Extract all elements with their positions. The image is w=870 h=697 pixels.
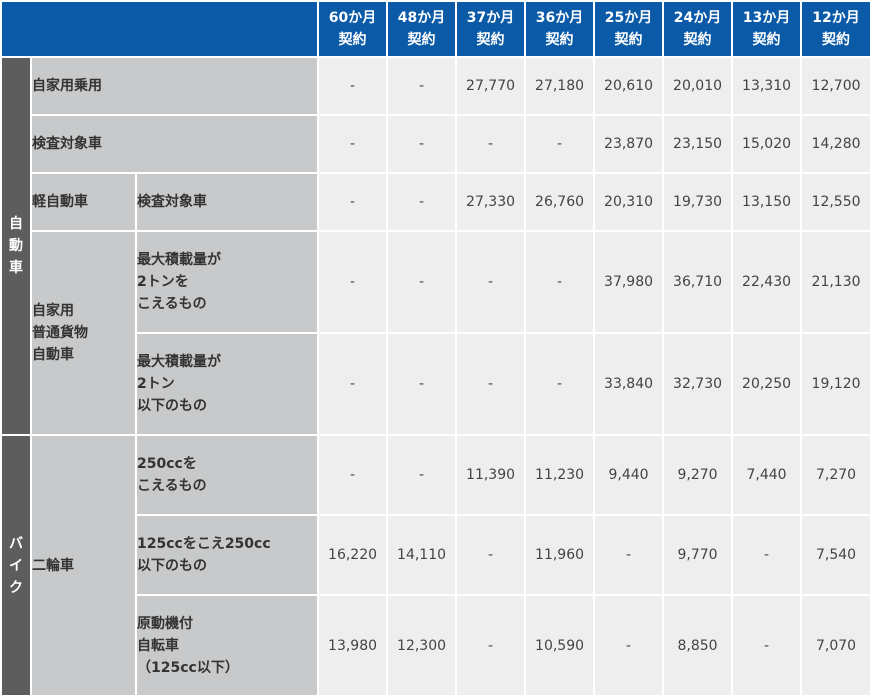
rate-cell: 16,220 [317, 514, 389, 596]
table-row: 最大積載量が 2トン 以下のもの - - - - 33,840 32,730 20,… [1, 332, 870, 436]
rate-cell: 12,300 [386, 594, 458, 697]
row-label: 自家用乗用 [29, 56, 320, 116]
column-header: 24か月 契約 [662, 0, 734, 58]
table-row: 検査対象車 - - - - 23,870 23,150 15,020 14,28… [1, 114, 870, 174]
row-label: 検査対象車 [29, 114, 320, 174]
rate-cell: 19,120 [800, 332, 870, 436]
rate-cell: 19,730 [662, 172, 734, 232]
row-label: 250ccを こえるもの [134, 434, 320, 516]
rate-cell: 11,960 [524, 514, 596, 596]
column-header: 36か月 契約 [524, 0, 596, 58]
rate-cell: 15,020 [731, 114, 803, 174]
header-corner [0, 0, 320, 58]
column-header: 37か月 契約 [455, 0, 527, 58]
rate-cell: 14,110 [386, 514, 458, 596]
row-label: 最大積載量が 2トン 以下のもの [134, 332, 320, 436]
rate-cell: - [317, 114, 389, 174]
row-label: 原動機付 自転車 （125cc以下） [134, 594, 320, 697]
rate-cell: - [455, 114, 527, 174]
rate-cell: 27,330 [455, 172, 527, 232]
rate-cell: 7,440 [731, 434, 803, 516]
rate-cell: 20,250 [731, 332, 803, 436]
rate-cell: 10,590 [524, 594, 596, 697]
rate-cell: 20,310 [593, 172, 665, 232]
rate-cell: - [386, 114, 458, 174]
rate-cell: - [593, 594, 665, 697]
rate-cell: 20,610 [593, 56, 665, 116]
rate-cell: 9,770 [662, 514, 734, 596]
rate-cell: 14,280 [800, 114, 870, 174]
rate-cell: - [455, 230, 527, 334]
rate-cell: - [386, 332, 458, 436]
rate-cell: - [386, 230, 458, 334]
category-label: 二輪車 [30, 434, 137, 697]
rate-cell: 13,310 [731, 56, 803, 116]
row-label: 最大積載量が 2トンを こえるもの [134, 230, 320, 334]
rate-cell: - [731, 594, 803, 697]
rate-cell: 22,430 [731, 230, 803, 334]
rate-cell: - [317, 332, 389, 436]
rate-cell: 20,010 [662, 56, 734, 116]
group-label-bike: バイク [0, 434, 32, 697]
column-header: 25か月 契約 [593, 0, 665, 58]
rate-cell: - [317, 172, 389, 232]
table-row: バイク 二輪車 250ccを こえるもの - - 11,390 11,230 9,… [0, 434, 870, 697]
category-label: 自家用 普通貨物 自動車 [30, 230, 137, 436]
rate-cell: - [524, 332, 596, 436]
rate-cell: 9,270 [662, 434, 734, 516]
rate-cell: - [386, 56, 458, 116]
rate-cell: 7,070 [800, 594, 870, 697]
rate-cell: 27,770 [455, 56, 527, 116]
rate-cell: 7,540 [800, 514, 870, 596]
rate-cell: 13,980 [317, 594, 389, 697]
header-row: 60か月 契約 48か月 契約 37か月 契約 36か月 契約 25か月 契約 24か月契… [0, 0, 870, 58]
rate-cell: 33,840 [593, 332, 665, 436]
column-header: 12か月 契約 [800, 0, 870, 58]
table-row: 原動機付 自転車 （125cc以下） 13,980 12,300 - 10,590 … [1, 594, 870, 697]
table-row: 自動車 自家用乗用 - - 27,770 27,180 20,610 20,01… [0, 56, 870, 436]
rate-cell: 13,150 [731, 172, 803, 232]
rate-cell: 26,760 [524, 172, 596, 232]
rate-cell: - [731, 514, 803, 596]
rate-cell: 37,980 [593, 230, 665, 334]
rate-cell: - [593, 514, 665, 596]
rate-cell: 8,850 [662, 594, 734, 697]
category-label: 軽自動車 [30, 172, 137, 232]
group-label-car: 自動車 [0, 56, 32, 436]
rate-cell: - [386, 172, 458, 232]
rate-cell: - [524, 230, 596, 334]
column-header: 60か月 契約 [317, 0, 389, 58]
rate-cell: 11,390 [455, 434, 527, 516]
rate-cell: 9,440 [593, 434, 665, 516]
rate-cell: 21,130 [800, 230, 870, 334]
rate-cell: 11,230 [524, 434, 596, 516]
rate-cell: 23,870 [593, 114, 665, 174]
rate-cell: - [386, 434, 458, 516]
rate-cell: 23,150 [662, 114, 734, 174]
column-header: 13か月 契約 [731, 0, 803, 58]
rate-cell: - [524, 114, 596, 174]
table-row: 自家用 普通貨物 自動車 最大積載量が 2トンを こえるもの - - - - 37,98… [1, 230, 870, 436]
rate-cell: 12,700 [800, 56, 870, 116]
table-row: 125ccをこえ250cc 以下のもの 16,220 14,110 - 11,96… [1, 514, 870, 596]
rate-cell: 36,710 [662, 230, 734, 334]
rate-cell: 32,730 [662, 332, 734, 436]
rate-cell: 7,270 [800, 434, 870, 516]
rate-cell: - [455, 514, 527, 596]
rate-cell: - [455, 332, 527, 436]
rate-cell: - [317, 56, 389, 116]
rate-cell: - [455, 594, 527, 697]
rate-cell: 12,550 [800, 172, 870, 232]
row-label: 125ccをこえ250cc 以下のもの [134, 514, 320, 596]
rate-cell: - [317, 434, 389, 516]
row-label: 検査対象車 [134, 172, 320, 232]
rate-cell: - [317, 230, 389, 334]
table-row: 軽自動車 検査対象車 - - 27,330 26,760 20,310 19,7… [1, 172, 870, 232]
column-header: 48か月 契約 [386, 0, 458, 58]
rate-cell: 27,180 [524, 56, 596, 116]
